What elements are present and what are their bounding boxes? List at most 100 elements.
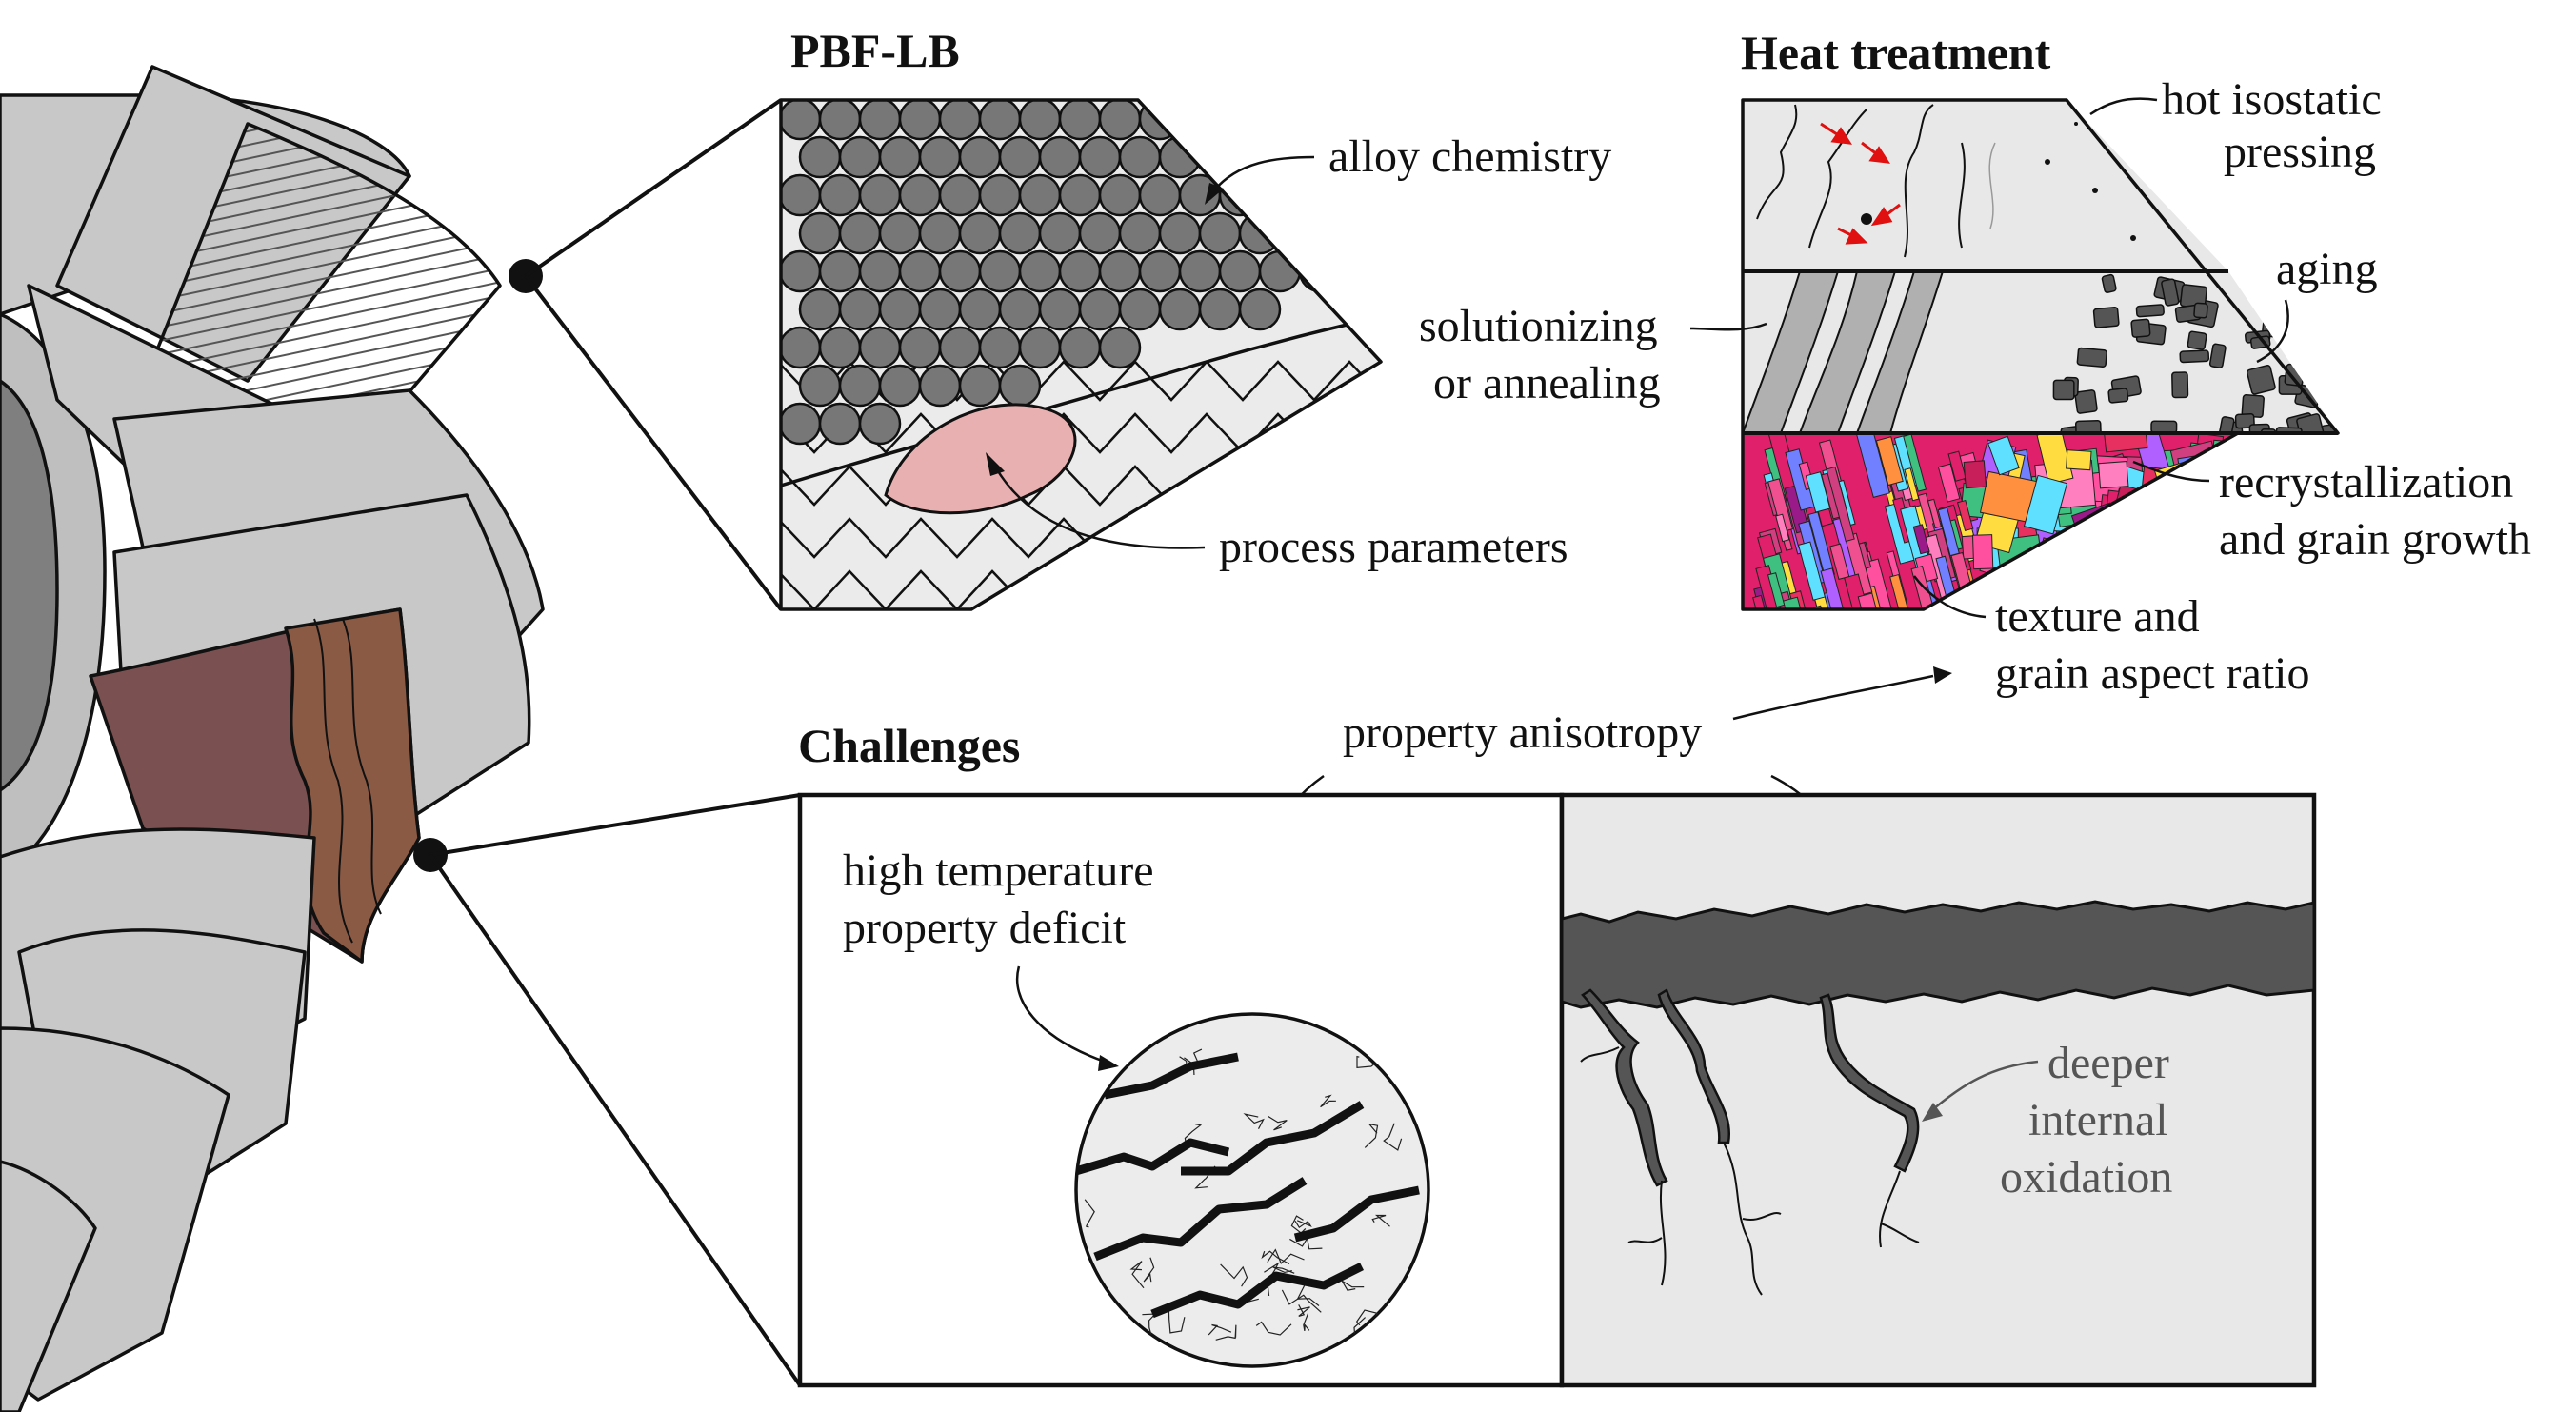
grain-boundary <box>1261 1250 1290 1265</box>
grain-boundary <box>1129 1261 1145 1289</box>
gamma-prime-particle <box>2074 389 2098 414</box>
powder-particle <box>1118 288 1162 331</box>
grain-boundary <box>1084 1199 1095 1228</box>
ebsd-grain <box>2157 487 2191 520</box>
gamma-prime-particle <box>2193 302 2208 319</box>
gamma-prime-particle <box>2101 273 2117 293</box>
ebsd-grain <box>1912 524 1930 555</box>
ebsd-grain <box>2144 534 2210 597</box>
powder-particle <box>1218 249 1262 293</box>
powder-particle <box>1138 173 1182 217</box>
powder-particle <box>998 135 1042 179</box>
turbine-blade <box>0 1160 97 1412</box>
label-solutionizing-line1: solutionizing <box>1419 301 1658 351</box>
ebsd-grain <box>1937 507 1960 557</box>
powder-particle <box>978 326 1022 369</box>
label-solutionizing-line2: or annealing <box>1433 358 1661 408</box>
ebsd-grain <box>1956 499 1974 532</box>
ebsd-grain <box>2181 529 2213 568</box>
powder-particle <box>878 135 922 179</box>
ebsd-grain <box>1797 541 1826 601</box>
ebsd-grain <box>2066 449 2092 471</box>
grain-boundary <box>1168 1306 1186 1334</box>
powder-particle <box>1098 173 1142 217</box>
ebsd-grain <box>2050 533 2094 592</box>
powder-particle <box>798 288 842 331</box>
powder-particle <box>878 211 922 255</box>
challenges-panel <box>797 792 2317 1388</box>
label-recrystallization-line1: recrystallization <box>2219 457 2513 507</box>
powder-particle <box>1298 249 1342 293</box>
powder-particle <box>798 135 842 179</box>
powder-particle <box>1118 211 1162 255</box>
intergranular-crack <box>1093 1177 1308 1262</box>
ebsd-grain <box>1910 566 1942 609</box>
ebsd-grain <box>2099 551 2159 587</box>
grain-boundary <box>1208 1323 1232 1336</box>
powder-particle <box>978 249 1022 293</box>
turbine-illustration <box>0 65 545 1412</box>
powder-particle <box>1258 100 1302 141</box>
ebsd-grain <box>1904 467 1920 502</box>
ebsd-grain <box>2105 504 2134 525</box>
powder-particle <box>1138 249 1182 293</box>
powder-particle <box>781 100 822 141</box>
powder-particle <box>1078 288 1122 331</box>
grain-boundary <box>1215 1324 1237 1341</box>
gamma-prime-particle <box>2322 309 2338 324</box>
gamma-prime-particle <box>2161 278 2180 307</box>
gamma-prime-particle <box>2107 388 2129 404</box>
powder-particle <box>818 402 862 446</box>
powder-particle <box>1058 100 1102 141</box>
gamma-prime-particle <box>2076 347 2107 368</box>
gamma-prime-particle <box>2304 306 2321 322</box>
gamma-prime-particle <box>2234 413 2255 429</box>
powder-particle <box>1058 326 1102 369</box>
powder-particle <box>1158 288 1202 331</box>
ebsd-grain <box>2215 567 2238 602</box>
ebsd-grain <box>2238 611 2267 647</box>
melt-pool <box>884 403 1077 515</box>
ebsd-grain <box>2173 503 2214 538</box>
powder-particle <box>838 135 882 179</box>
grain-boundary <box>1294 1220 1312 1229</box>
gamma-prime-particle <box>2171 371 2189 399</box>
powder-particle <box>958 288 1002 331</box>
turbine-hub-inner <box>0 379 59 792</box>
gamma-prime-particle <box>2150 420 2178 433</box>
powder-particle <box>818 173 862 217</box>
gamma-prime-particle <box>2187 330 2207 350</box>
powder-particle <box>1098 249 1142 293</box>
label-alloy-chemistry: alloy chemistry <box>1328 131 1611 182</box>
intergranular-crack <box>1293 1185 1420 1243</box>
powder-particle <box>918 135 962 179</box>
powder-particle <box>898 249 942 293</box>
powder-particle <box>818 249 862 293</box>
ebsd-grain <box>2036 545 2063 587</box>
powder-particle <box>1058 173 1102 217</box>
powder-particle <box>918 288 962 331</box>
grain-boundary <box>1243 1113 1265 1129</box>
turbine-blade-hatched <box>150 122 502 449</box>
ebsd-grain <box>1963 460 1987 489</box>
ebsd-grain <box>1889 573 1910 609</box>
ebsd-grain <box>1927 498 1942 529</box>
label-hip-line2: pressing <box>2224 127 2376 177</box>
grain-boundary <box>1303 1313 1310 1332</box>
powder-particle <box>1098 326 1142 369</box>
powder-particle <box>958 211 1002 255</box>
grain-boundary <box>1143 1257 1155 1283</box>
ebsd-grain <box>1767 572 1786 608</box>
label-oxidation-line1: deeper <box>2047 1038 2169 1088</box>
powder-particle <box>781 326 822 369</box>
gamma-prime-particle <box>2217 416 2235 433</box>
powder-particle <box>1178 249 1222 293</box>
crack-microstructure-circle <box>1074 1012 1430 1368</box>
grain-boundary <box>1383 1123 1403 1151</box>
gamma-prime-particle <box>2275 427 2303 433</box>
ebsd-grain <box>1829 543 1850 581</box>
ebsd-grain <box>2209 587 2238 609</box>
powder-particle <box>1018 249 1062 293</box>
grain-boundary <box>1268 1115 1288 1131</box>
